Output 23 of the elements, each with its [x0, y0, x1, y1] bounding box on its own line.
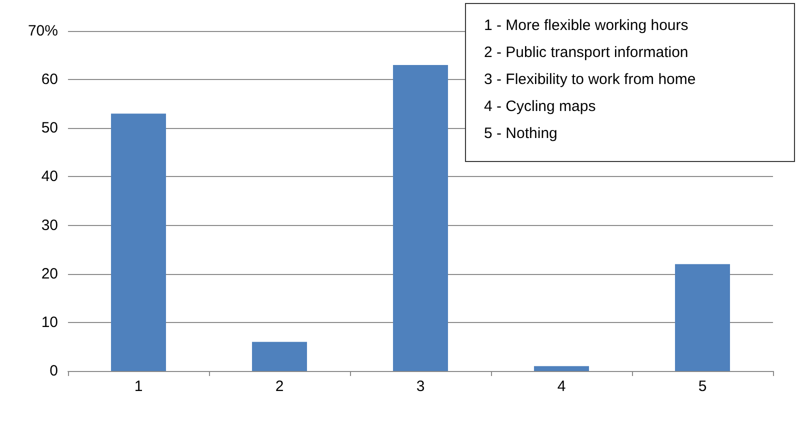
y-tick-label: 0: [50, 362, 58, 380]
bar: [393, 65, 448, 371]
annotation: 1 - More flexible working hours: [483, 16, 690, 36]
annotation: 2 - Public transport information: [483, 43, 690, 63]
bar: [534, 366, 589, 371]
x-tick-label: 3: [416, 378, 425, 395]
y-tick-label: 70%: [28, 22, 58, 40]
y-tick-label: 30: [41, 216, 58, 234]
x-tick-label: 5: [698, 378, 707, 395]
annotation: 5 - Nothing: [483, 124, 558, 144]
bar: [252, 342, 307, 371]
bar: [675, 264, 730, 371]
annotation: 4 - Cycling maps: [483, 97, 597, 117]
x-tick-label: 4: [557, 378, 566, 395]
y-tick-label: 50: [41, 120, 58, 137]
y-tick-label: 40: [41, 168, 58, 186]
x-tick-label: 1: [134, 378, 143, 395]
annotation: 3 - Flexibility to work from home: [483, 70, 697, 90]
x-tick-label: 2: [275, 378, 284, 395]
y-tick-label: 10: [41, 314, 58, 331]
y-tick-label: 20: [41, 265, 58, 282]
y-tick-label: 60: [41, 71, 58, 88]
bar: [111, 114, 166, 371]
